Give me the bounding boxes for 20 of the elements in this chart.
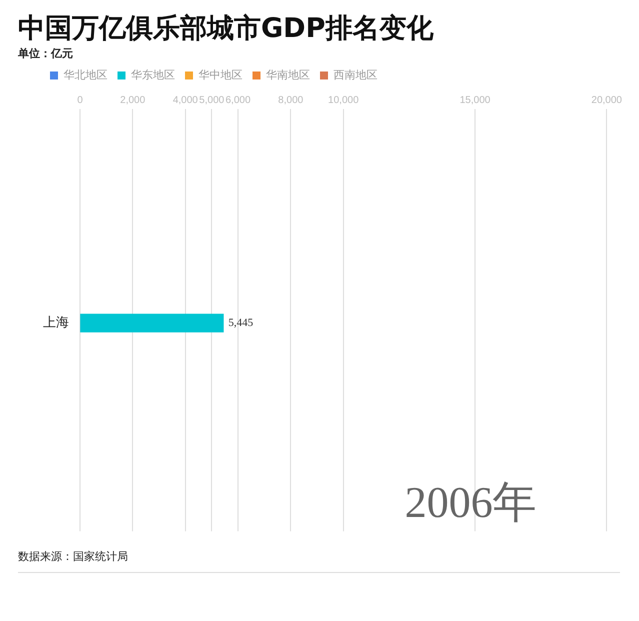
x-tick-label: 5,000 — [199, 94, 225, 106]
data-label: 5,445 — [228, 316, 254, 329]
legend-label: 华北地区 — [64, 68, 108, 82]
x-tick-label: 8,000 — [278, 94, 304, 106]
y-tick-label: 上海 — [43, 315, 69, 330]
x-tick-label: 4,000 — [172, 94, 198, 106]
x-tick-label: 0 — [77, 94, 84, 106]
x-tick-label: 15,000 — [460, 94, 491, 106]
source-note: 数据来源：国家统计局 — [18, 549, 128, 564]
chart-subtitle: 单位：亿元 — [18, 46, 73, 61]
x-tick-label: 10,000 — [328, 94, 360, 106]
legend-label: 西南地区 — [334, 68, 378, 82]
chart-title: 中国万亿俱乐部城市GDP排名变化 — [18, 12, 434, 46]
legend-label: 华中地区 — [198, 68, 242, 82]
legend-label: 华东地区 — [131, 68, 175, 82]
x-tick-label: 20,000 — [591, 94, 622, 106]
annotation: 2006年 — [404, 478, 537, 527]
x-tick-label: 2,000 — [120, 94, 146, 106]
x-tick-label: 6,000 — [225, 94, 251, 106]
legend-label: 华南地区 — [266, 68, 310, 82]
